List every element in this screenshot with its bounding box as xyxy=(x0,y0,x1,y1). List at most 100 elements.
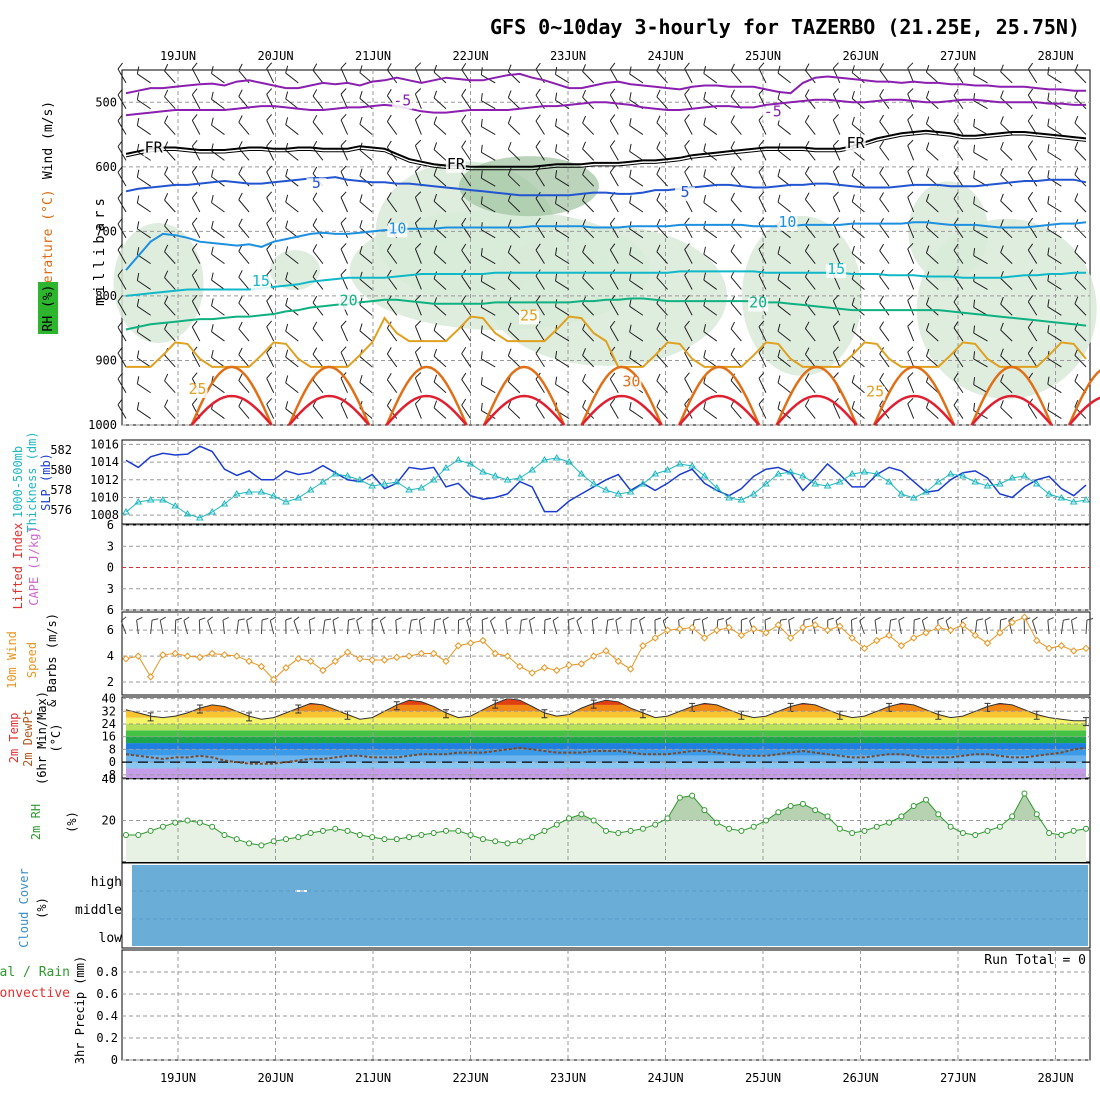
rh-label: RH (%) xyxy=(41,285,56,332)
rh2m-marker xyxy=(136,833,141,838)
rh2m-marker xyxy=(296,835,301,840)
rh2m-marker xyxy=(640,826,645,831)
cloud-pct-label: (%) xyxy=(35,897,49,919)
rh2m-marker xyxy=(591,818,596,823)
rh2m-marker xyxy=(271,839,276,844)
precip-tick-label: 0.4 xyxy=(96,1009,118,1023)
rh-shading xyxy=(114,223,204,343)
slp-tick-label: 1008 xyxy=(90,508,119,522)
cloud-level-middle: middle xyxy=(75,903,122,918)
rh2m-marker xyxy=(173,820,178,825)
cloud-level-high: high xyxy=(91,875,122,890)
top-day-label: 25JUN xyxy=(745,49,781,63)
precip-total-label: Total / Rain xyxy=(0,965,70,980)
rh2m-marker xyxy=(800,801,805,806)
rh2m-marker xyxy=(308,830,313,835)
slp-tick-label: 1016 xyxy=(90,437,119,451)
rh2m-marker xyxy=(1034,812,1039,817)
rh2m-marker xyxy=(628,828,633,833)
rh2m-marker xyxy=(370,835,375,840)
precip-tick-label: 0.2 xyxy=(96,1031,118,1045)
rh2m-marker xyxy=(825,814,830,819)
li-tick-label: 3 xyxy=(107,582,114,596)
rh2m-marker xyxy=(357,833,362,838)
bottom-day-label: 19JUN xyxy=(160,1071,196,1085)
temp-band xyxy=(122,724,1090,730)
rh2m-marker xyxy=(874,824,879,829)
rh2m-marker xyxy=(973,833,978,838)
wind-label: Wind (m/s) xyxy=(41,101,56,179)
rh2m-marker xyxy=(431,830,436,835)
isotherm-label: 25 xyxy=(866,383,884,401)
dewpt-label: 2m DewPt xyxy=(21,709,35,767)
top-day-label: 20JUN xyxy=(257,49,293,63)
pressure-tick-label: 900 xyxy=(95,353,117,367)
bottom-day-label: 28JUN xyxy=(1037,1071,1073,1085)
rh2m-marker xyxy=(320,828,325,833)
bottom-day-label: 26JUN xyxy=(842,1071,878,1085)
rh2m-marker xyxy=(419,833,424,838)
rh2m-marker xyxy=(222,833,227,838)
rh2m-marker xyxy=(764,818,769,823)
isotherm-label: 15 xyxy=(827,260,845,278)
isotherm-label: 10 xyxy=(388,219,406,237)
rh2m-marker xyxy=(493,839,498,844)
wind10m-label: 10m Wind xyxy=(5,631,19,689)
isotherm-label: -5 xyxy=(393,92,411,110)
rh2m-marker xyxy=(382,837,387,842)
temp2m-label: 2m Temp xyxy=(7,713,21,764)
rh2m-marker xyxy=(616,830,621,835)
thickness-tick-label: 578 xyxy=(50,483,72,497)
precip-tick-label: 0 xyxy=(111,1053,118,1067)
rh2m-marker xyxy=(899,814,904,819)
run-total: Run Total = 0 xyxy=(984,953,1086,968)
wind10m-tick-label: 2 xyxy=(107,675,114,689)
precip-tick-label: 0.6 xyxy=(96,987,118,1001)
rh2m-marker xyxy=(985,828,990,833)
speed-label: Speed xyxy=(25,642,39,678)
rh2m-marker xyxy=(1010,814,1015,819)
top-day-label: 24JUN xyxy=(647,49,683,63)
rh2m-marker xyxy=(517,839,522,844)
bottom-day-label: 21JUN xyxy=(355,1071,391,1085)
temp-band xyxy=(122,730,1090,736)
rh2m-marker xyxy=(148,828,153,833)
li-tick-label: 0 xyxy=(107,561,114,575)
isotherm-label: 30 xyxy=(622,372,640,390)
rh2m-marker xyxy=(345,828,350,833)
temp-band xyxy=(122,768,1090,778)
top-day-label: 21JUN xyxy=(355,49,391,63)
pressure-tick-label: 700 xyxy=(95,224,117,238)
top-day-label: 27JUN xyxy=(940,49,976,63)
bottom-day-label: 27JUN xyxy=(940,1071,976,1085)
rh2m-marker xyxy=(407,835,412,840)
wind10m-tick-label: 6 xyxy=(107,623,114,637)
top-day-label: 19JUN xyxy=(160,49,196,63)
top-day-label: 28JUN xyxy=(1037,49,1073,63)
bottom-day-label: 22JUN xyxy=(452,1071,488,1085)
bottom-day-label: 23JUN xyxy=(550,1071,586,1085)
thickness-label-1: 1000-500mb xyxy=(11,446,25,518)
rh2m-marker xyxy=(813,808,818,813)
chart-title: GFS 0~10day 3-hourly for TAZERBO (21.25E… xyxy=(490,15,1080,39)
thickness-tick-label: 580 xyxy=(50,463,72,477)
rh2m-marker xyxy=(653,822,658,827)
temp-band xyxy=(122,743,1090,749)
bottom-day-label: 25JUN xyxy=(745,1071,781,1085)
cloud-level-low: low xyxy=(99,931,123,946)
rh2m-marker xyxy=(124,833,129,838)
rh2m-label: 2m RH xyxy=(29,804,43,840)
top-day-label: 23JUN xyxy=(550,49,586,63)
temp-band xyxy=(122,756,1090,762)
li-tick-label: 3 xyxy=(107,539,114,553)
slp-tick-label: 1014 xyxy=(90,455,119,469)
pressure-tick-label: 600 xyxy=(95,160,117,174)
rh2m-marker xyxy=(1022,791,1027,796)
isotherm-label: -5 xyxy=(764,102,782,120)
pressure-tick-label: 1000 xyxy=(88,418,117,432)
rh2m-marker xyxy=(714,820,719,825)
rh2m-marker xyxy=(160,824,165,829)
rh2m-pct-label: (%) xyxy=(65,811,79,833)
